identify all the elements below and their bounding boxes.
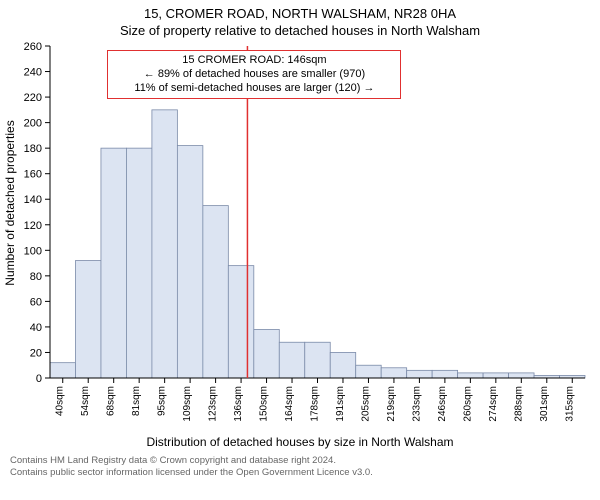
svg-text:80: 80 bbox=[30, 271, 42, 283]
svg-text:54sqm: 54sqm bbox=[80, 386, 91, 416]
svg-text:0: 0 bbox=[36, 373, 42, 385]
svg-text:164sqm: 164sqm bbox=[284, 386, 295, 422]
svg-text:205sqm: 205sqm bbox=[360, 386, 371, 422]
svg-text:240: 240 bbox=[24, 67, 42, 79]
svg-text:220: 220 bbox=[24, 92, 42, 104]
y-axis-label: Number of detached properties bbox=[3, 120, 17, 285]
footer: Contains HM Land Registry data © Crown c… bbox=[0, 449, 600, 479]
svg-text:288sqm: 288sqm bbox=[513, 386, 524, 422]
svg-text:191sqm: 191sqm bbox=[335, 386, 346, 422]
svg-text:246sqm: 246sqm bbox=[437, 386, 448, 422]
svg-text:160: 160 bbox=[24, 169, 42, 181]
svg-text:150sqm: 150sqm bbox=[259, 386, 270, 422]
callout-line-larger: 11% of semi-detached houses are larger (… bbox=[114, 82, 394, 96]
svg-text:219sqm: 219sqm bbox=[386, 386, 397, 422]
svg-text:123sqm: 123sqm bbox=[208, 386, 219, 422]
chart-area: Number of detached properties 0 20 40 60 80 1… bbox=[0, 38, 600, 433]
svg-text:81sqm: 81sqm bbox=[131, 386, 142, 416]
svg-text:274sqm: 274sqm bbox=[488, 386, 499, 422]
svg-text:140: 140 bbox=[24, 194, 42, 206]
svg-text:180: 180 bbox=[24, 143, 42, 155]
svg-text:40: 40 bbox=[30, 322, 42, 334]
callout-line-smaller: ← 89% of detached houses are smaller (97… bbox=[114, 68, 394, 82]
svg-text:120: 120 bbox=[24, 220, 42, 232]
x-axis-caption: Distribution of detached houses by size … bbox=[0, 435, 600, 449]
svg-text:136sqm: 136sqm bbox=[233, 386, 244, 422]
svg-text:68sqm: 68sqm bbox=[106, 386, 117, 416]
svg-text:40sqm: 40sqm bbox=[55, 386, 66, 416]
page-subtitle: Size of property relative to detached ho… bbox=[0, 23, 600, 38]
svg-text:109sqm: 109sqm bbox=[182, 386, 193, 422]
svg-text:200: 200 bbox=[24, 118, 42, 130]
svg-text:301sqm: 301sqm bbox=[539, 386, 550, 422]
svg-text:100: 100 bbox=[24, 245, 42, 257]
svg-text:20: 20 bbox=[30, 347, 42, 359]
page-title: 15, CROMER ROAD, NORTH WALSHAM, NR28 0HA bbox=[0, 6, 600, 21]
svg-text:178sqm: 178sqm bbox=[310, 386, 321, 422]
svg-text:95sqm: 95sqm bbox=[157, 386, 168, 416]
footer-line-2: Contains public sector information licen… bbox=[10, 467, 590, 479]
svg-text:260sqm: 260sqm bbox=[462, 386, 473, 422]
svg-text:233sqm: 233sqm bbox=[411, 386, 422, 422]
footer-line-1: Contains HM Land Registry data © Crown c… bbox=[10, 455, 590, 467]
marker-callout: 15 CROMER ROAD: 146sqm ← 89% of detached… bbox=[107, 50, 401, 99]
callout-heading: 15 CROMER ROAD: 146sqm bbox=[114, 54, 394, 68]
svg-text:260: 260 bbox=[24, 41, 42, 53]
svg-text:60: 60 bbox=[30, 296, 42, 308]
svg-text:315sqm: 315sqm bbox=[564, 386, 575, 422]
